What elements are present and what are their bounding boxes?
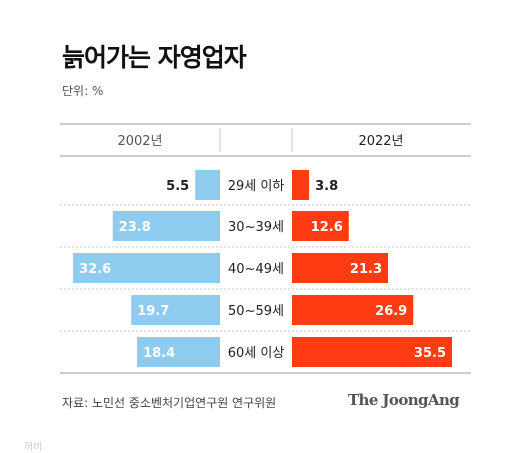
chart-bars: 5.5 3.8 29세 이하 23.8 12.6 30~39세 32.6 21.3 40~49세… — [60, 170, 471, 374]
bar-2002 — [112, 211, 220, 241]
category-label: 40~49세 — [228, 262, 284, 277]
value-label-2022: 26.9 — [375, 304, 407, 319]
series-header-2022: 2022년 — [358, 134, 403, 149]
unit-label: 단위: % — [62, 84, 104, 98]
publisher-logo: The JoongAng — [348, 391, 460, 409]
value-label-2022: 12.6 — [311, 220, 343, 235]
chart-title: 늙어가는 자영업자 — [62, 43, 247, 72]
value-label-2002: 5.5 — [166, 179, 189, 194]
category-label: 50~59세 — [228, 304, 284, 319]
bar-2022 — [292, 295, 414, 325]
bar-2002 — [73, 253, 220, 283]
bar-2022 — [292, 170, 310, 200]
value-label-2022: 21.3 — [350, 262, 382, 277]
value-label-2002: 19.7 — [137, 304, 169, 319]
source-note: 자료: 노민선 중소벤처기업연구원 연구위원 — [62, 396, 277, 410]
series-header-2002: 2002년 — [117, 134, 162, 149]
category-label: 60세 이상 — [228, 346, 285, 361]
bar-2002 — [137, 337, 220, 367]
value-label-2002: 32.6 — [79, 262, 111, 277]
bar-2022 — [292, 337, 452, 367]
category-label: 30~39세 — [228, 220, 284, 235]
chart-header: 2002년 2022년 — [60, 123, 471, 157]
value-label-2002: 18.4 — [143, 346, 175, 361]
value-label-2022: 35.5 — [414, 346, 446, 361]
bar-2002 — [131, 295, 220, 325]
bar-2022 — [292, 211, 349, 241]
value-label-2002: 23.8 — [119, 220, 151, 235]
value-label-2022: 3.8 — [315, 179, 338, 194]
bar-2022 — [292, 253, 388, 283]
bar-2002 — [195, 170, 220, 200]
cropped-text-fragment: 꺼비 — [24, 442, 43, 453]
category-label: 29세 이하 — [228, 179, 285, 194]
